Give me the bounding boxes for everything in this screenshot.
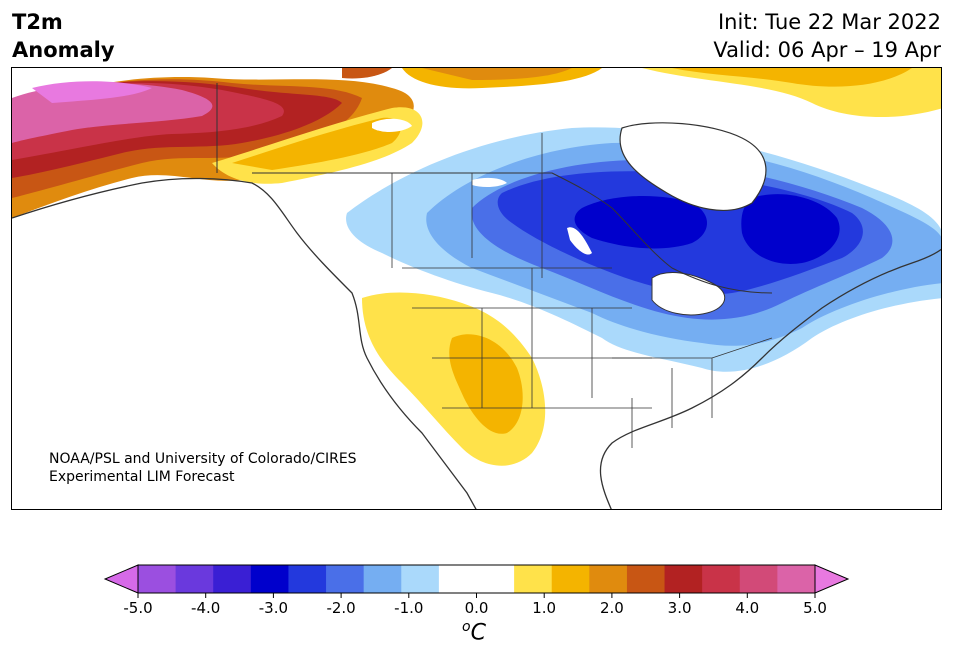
valid-date: Valid: 06 Apr – 19 Apr	[713, 38, 941, 62]
colorbar-cell	[326, 565, 365, 593]
great-lakes	[651, 272, 725, 316]
colorbar-arrow-low	[103, 564, 139, 594]
colorbar-tick-label: 5.0	[803, 599, 827, 617]
colorbar-tick-label: -3.0	[258, 599, 289, 617]
colorbar	[103, 564, 850, 598]
forecast-credit: NOAA/PSL and University of Colorado/CIRE…	[49, 450, 357, 486]
colorbar-cell	[476, 565, 515, 593]
title-line-2: Anomaly	[12, 38, 115, 62]
colorbar-cell	[213, 565, 252, 593]
us-canada-border	[252, 172, 773, 294]
colorbar-tick-label: 2.0	[599, 599, 624, 617]
colorbar-cell	[664, 565, 703, 593]
colorbar-cell	[777, 565, 816, 593]
colorbar-cell	[288, 565, 327, 593]
colorbar-cell	[250, 565, 289, 593]
colorbar-cell	[514, 565, 553, 593]
credit-line-2: Experimental LIM Forecast	[49, 469, 235, 485]
colorbar-tick-marks	[137, 593, 816, 598]
colorbar-cell	[401, 565, 440, 593]
colorbar-cells	[103, 564, 850, 594]
colorbar-tick-label: 3.0	[667, 599, 692, 617]
colorbar-tick-label: 1.0	[532, 599, 557, 617]
init-date: Init: Tue 22 Mar 2022	[717, 10, 941, 34]
colorbar-tick-label: -1.0	[394, 599, 424, 617]
colorbar-cell	[438, 565, 477, 593]
colorbar-unit: oC	[462, 619, 486, 645]
unit-degree: o	[462, 619, 471, 635]
title-line-1: T2m	[12, 10, 63, 34]
colorbar-tick-label: -4.0	[191, 599, 221, 617]
colorbar-cell	[626, 565, 666, 593]
anomaly-map	[11, 67, 942, 510]
colorbar-cell	[551, 565, 590, 593]
forecast-dates: Init: Tue 22 Mar 2022 Valid: 06 Apr – 19…	[713, 8, 941, 64]
colorbar-tick-label: -5.0	[123, 599, 153, 617]
credit-line-1: NOAA/PSL and University of Colorado/CIRE…	[49, 451, 357, 467]
colorbar-tick-label: 0.0	[464, 599, 489, 617]
coastline	[12, 177, 477, 509]
colorbar-cell	[138, 565, 177, 593]
colorbar-tick-label: -2.0	[326, 599, 356, 617]
map-title: T2m Anomaly	[12, 8, 115, 64]
colorbar-cell	[702, 565, 741, 593]
map-canvas	[12, 68, 941, 509]
hudson-bay	[619, 122, 767, 211]
colorbar-cell	[739, 565, 778, 593]
colorbar-cell	[589, 565, 628, 593]
colorbar-arrow-high	[814, 564, 850, 594]
colorbar-cell	[363, 565, 402, 593]
colorbar-tick-label: 4.0	[735, 599, 760, 617]
colorbar-cell	[175, 565, 214, 593]
unit-letter: C	[470, 620, 486, 646]
